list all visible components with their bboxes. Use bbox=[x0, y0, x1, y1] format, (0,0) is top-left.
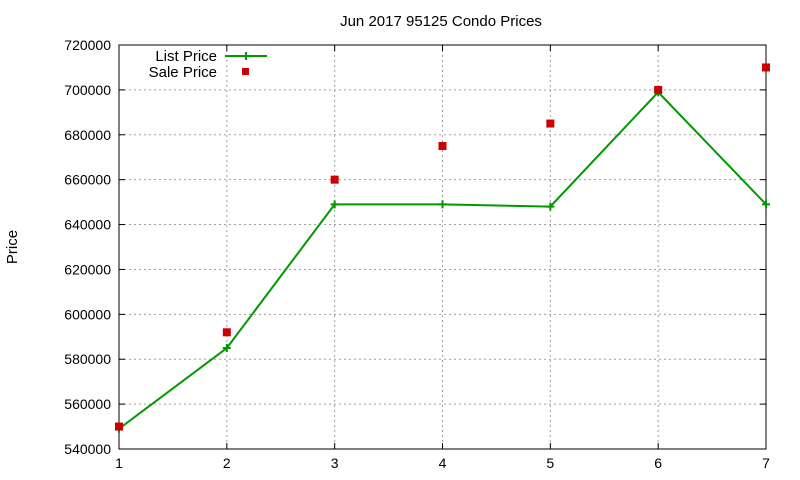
point-sale-price bbox=[115, 422, 123, 431]
y-tick-label: 560000 bbox=[64, 396, 111, 412]
point-list-price bbox=[546, 202, 555, 211]
y-tick-label: 720000 bbox=[64, 37, 111, 53]
series-layer bbox=[115, 63, 770, 433]
x-tick-label: 4 bbox=[439, 455, 447, 471]
legend-label-list-price: List Price bbox=[155, 48, 217, 65]
point-list-price bbox=[222, 344, 231, 352]
point-sale-price bbox=[222, 328, 231, 337]
y-tick-label: 580000 bbox=[64, 351, 111, 367]
point-list-price bbox=[762, 200, 770, 209]
legend-marker-sale-price bbox=[242, 68, 249, 75]
y-tick-label: 620000 bbox=[64, 261, 111, 277]
y-tick-label: 640000 bbox=[64, 217, 111, 233]
point-sale-price bbox=[546, 119, 555, 128]
y-axis-label: Price bbox=[4, 230, 21, 264]
x-tick-label: 2 bbox=[223, 455, 231, 471]
point-sale-price bbox=[330, 175, 339, 184]
x-tick-label: 5 bbox=[546, 455, 554, 471]
grid bbox=[119, 45, 766, 449]
point-list-price bbox=[330, 200, 339, 209]
legend: List Price Sale Price bbox=[149, 48, 267, 81]
y-tick-label: 600000 bbox=[64, 306, 111, 322]
x-tick-label: 6 bbox=[654, 455, 662, 471]
x-tick-label: 7 bbox=[762, 455, 770, 471]
axis-ticks: 540000 560000 580000 600000 620000 640000 6600… bbox=[64, 37, 770, 471]
y-tick-label: 540000 bbox=[64, 441, 111, 457]
y-tick-label: 680000 bbox=[64, 127, 111, 143]
y-tick-label: 700000 bbox=[64, 82, 111, 98]
x-tick-label: 3 bbox=[331, 455, 339, 471]
legend-marker-list-price bbox=[242, 52, 250, 60]
legend-label-sale-price: Sale Price bbox=[149, 64, 217, 81]
point-sale-price bbox=[438, 142, 447, 150]
point-sale-price bbox=[654, 85, 663, 94]
x-tick-label: 1 bbox=[115, 455, 123, 471]
y-tick-label: 660000 bbox=[64, 172, 111, 188]
chart-title: Jun 2017 95125 Condo Prices bbox=[340, 13, 542, 30]
point-list-price bbox=[438, 200, 447, 209]
point-sale-price bbox=[762, 63, 770, 72]
